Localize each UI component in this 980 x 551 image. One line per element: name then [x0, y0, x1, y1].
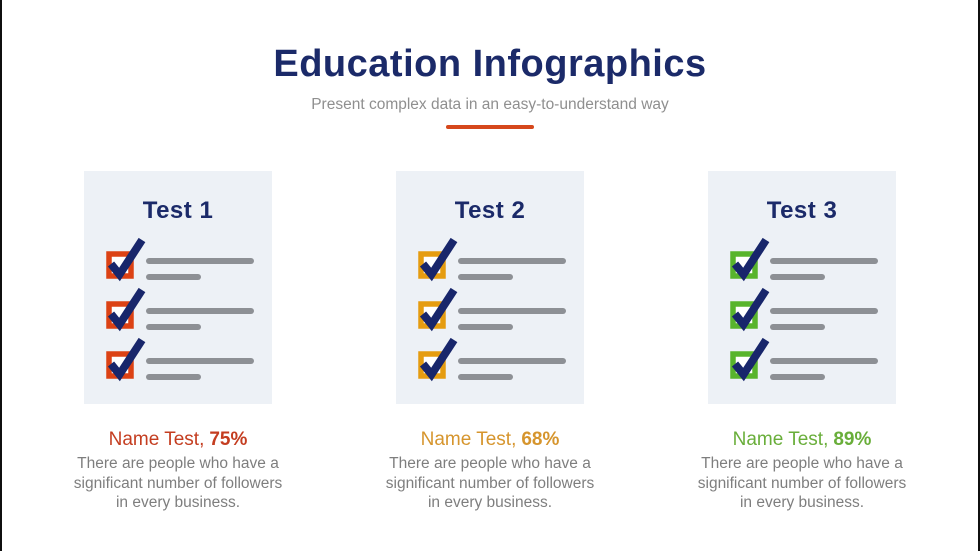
checkmark-icon	[106, 237, 146, 282]
text-line-short	[770, 274, 825, 280]
text-lines	[458, 258, 566, 281]
text-lines	[458, 308, 566, 331]
text-lines	[770, 308, 878, 331]
text-line-short	[458, 374, 513, 380]
result-value: 68%	[521, 429, 560, 450]
checked-checkbox-icon	[730, 337, 770, 382]
checklist-card: Test 1	[84, 171, 272, 404]
checkmark-icon	[730, 287, 770, 332]
checklist-item	[730, 287, 878, 332]
checked-checkbox-icon	[418, 337, 458, 382]
card-title: Test 1	[142, 197, 214, 224]
checklist-item	[730, 337, 878, 382]
description-line: There are people who have a	[701, 455, 903, 472]
checklist-card: Test 3	[708, 171, 896, 404]
description-line: significant number of followers	[385, 474, 595, 492]
text-lines	[146, 258, 254, 281]
checklist-item	[418, 287, 566, 332]
card-title: Test 2	[454, 197, 526, 224]
text-line-long	[770, 358, 878, 364]
checklist-item	[418, 237, 566, 282]
page-title: Education Infographics	[273, 43, 707, 85]
text-line-short	[458, 324, 513, 330]
description-line: There are people who have a	[77, 455, 279, 472]
text-line-short	[770, 374, 825, 380]
description-line: in every business.	[739, 494, 865, 511]
text-line-long	[146, 258, 254, 264]
right-edge-bar	[978, 0, 980, 551]
description: There are people who have a significant …	[386, 454, 595, 513]
checkmark-icon	[418, 237, 458, 282]
header: Education Infographics Present complex d…	[0, 0, 980, 129]
checkmark-icon	[106, 337, 146, 382]
checklist-item	[106, 237, 254, 282]
text-line-short	[146, 324, 201, 330]
text-lines	[458, 358, 566, 381]
checkmark-icon	[418, 287, 458, 332]
left-edge-bar	[0, 0, 2, 551]
checklist-card: Test 2	[396, 171, 584, 404]
description-line: in every business.	[427, 494, 553, 511]
checked-checkbox-icon	[730, 287, 770, 332]
text-lines	[146, 308, 254, 331]
text-line-long	[458, 358, 566, 364]
result-label: Name Test,	[108, 429, 205, 450]
checklist	[418, 237, 566, 382]
result-line: Name Test, 68%	[421, 428, 560, 451]
checked-checkbox-icon	[106, 287, 146, 332]
text-lines	[770, 258, 878, 281]
checkmark-icon	[730, 337, 770, 382]
checklist-item	[106, 337, 254, 382]
checklist-item	[730, 237, 878, 282]
text-lines	[146, 358, 254, 381]
checkmark-icon	[106, 287, 146, 332]
text-line-short	[770, 324, 825, 330]
test-column-2: Test 2	[364, 171, 616, 513]
description-line: There are people who have a	[389, 455, 591, 472]
description-line: in every business.	[115, 494, 241, 511]
result-line: Name Test, 75%	[109, 428, 248, 451]
checkmark-icon	[730, 237, 770, 282]
description-line: significant number of followers	[73, 474, 283, 492]
text-line-long	[146, 358, 254, 364]
description-line: significant number of followers	[697, 474, 907, 492]
checklist-item	[418, 337, 566, 382]
result-label: Name Test,	[420, 429, 517, 450]
test-column-1: Test 1	[52, 171, 304, 513]
card-title: Test 3	[766, 197, 838, 224]
cards-row: Test 1	[0, 171, 980, 513]
checked-checkbox-icon	[106, 337, 146, 382]
accent-divider	[446, 125, 534, 129]
checked-checkbox-icon	[418, 237, 458, 282]
result-line: Name Test, 89%	[733, 428, 872, 451]
description: There are people who have a significant …	[74, 454, 283, 513]
text-line-long	[458, 308, 566, 314]
result-value: 75%	[209, 429, 248, 450]
checklist-item	[106, 287, 254, 332]
text-line-short	[146, 374, 201, 380]
description: There are people who have a significant …	[698, 454, 907, 513]
text-line-short	[146, 274, 201, 280]
checked-checkbox-icon	[418, 287, 458, 332]
test-column-3: Test 3	[676, 171, 928, 513]
result-value: 89%	[833, 429, 872, 450]
page-subtitle: Present complex data in an easy-to-under…	[311, 96, 669, 113]
checklist	[730, 237, 878, 382]
text-line-long	[770, 258, 878, 264]
text-line-long	[146, 308, 254, 314]
text-line-short	[458, 274, 513, 280]
text-line-long	[770, 308, 878, 314]
text-line-long	[458, 258, 566, 264]
checked-checkbox-icon	[730, 237, 770, 282]
text-lines	[770, 358, 878, 381]
checked-checkbox-icon	[106, 237, 146, 282]
checklist	[106, 237, 254, 382]
result-label: Name Test,	[732, 429, 829, 450]
checkmark-icon	[418, 337, 458, 382]
